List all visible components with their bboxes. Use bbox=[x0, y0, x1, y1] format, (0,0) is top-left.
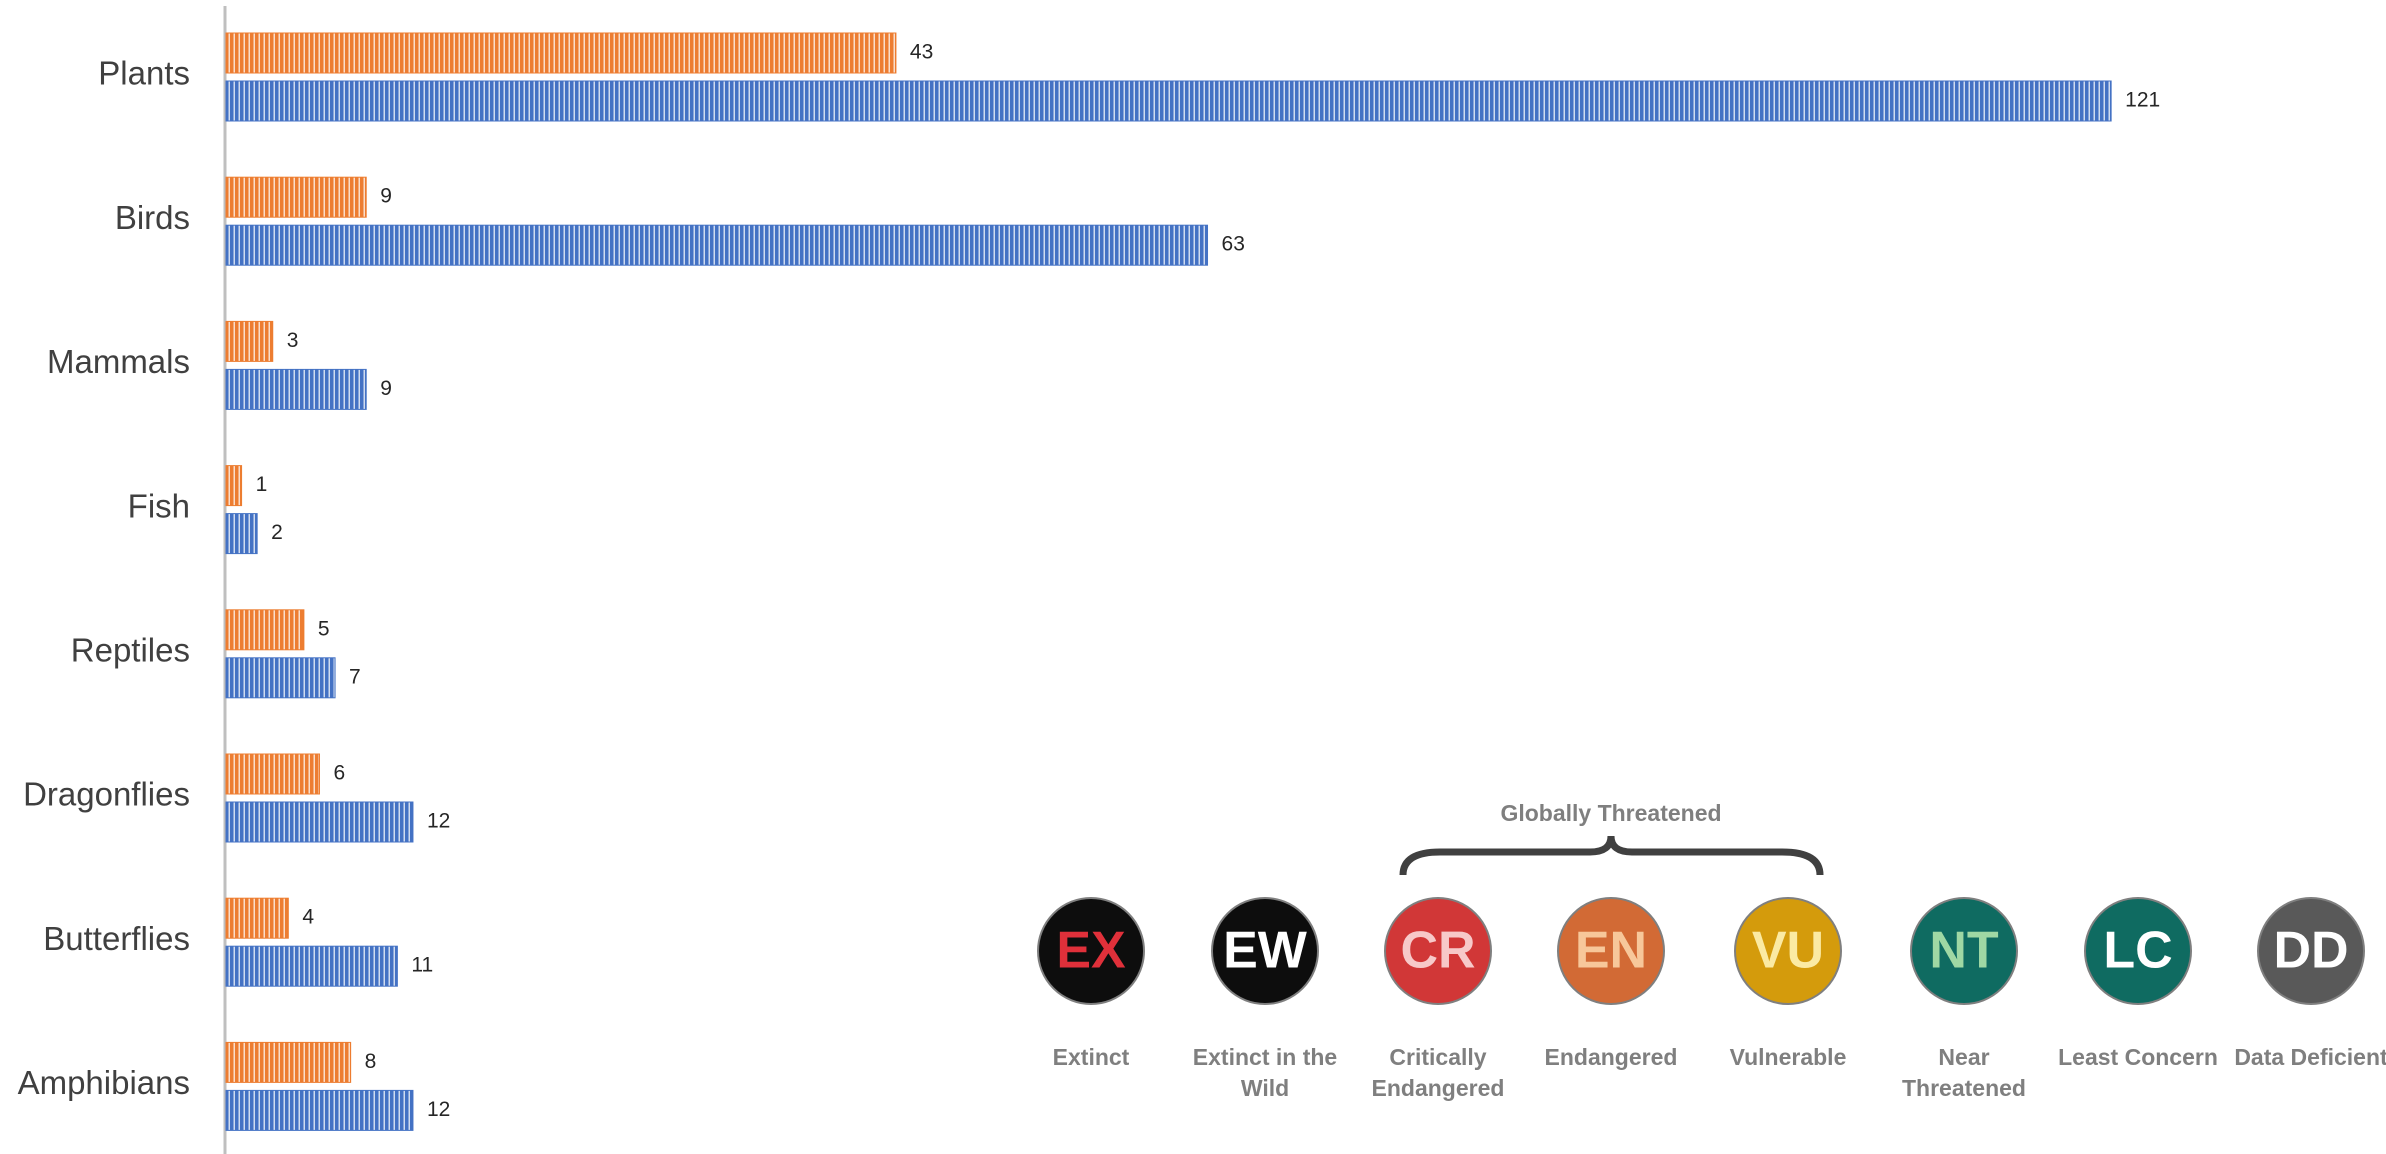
category-label: Birds bbox=[115, 199, 190, 236]
value-label: 3 bbox=[287, 329, 299, 352]
value-label: 9 bbox=[380, 377, 392, 400]
bar bbox=[226, 369, 366, 409]
value-label: 1 bbox=[256, 473, 268, 496]
status-label: Critically Endangered bbox=[1353, 1042, 1523, 1104]
status-code: EN bbox=[1575, 922, 1647, 980]
status-code: EW bbox=[1223, 922, 1308, 980]
page: Plants43121Birds963Mammals39Fish12Reptil… bbox=[0, 0, 2386, 1154]
bar bbox=[226, 898, 288, 938]
status-code: EX bbox=[1056, 922, 1126, 980]
category-label: Fish bbox=[128, 487, 190, 524]
bar bbox=[226, 754, 319, 794]
bar bbox=[226, 177, 366, 217]
value-label: 9 bbox=[380, 185, 392, 208]
category-label: Plants bbox=[98, 55, 190, 92]
bar bbox=[226, 466, 242, 506]
value-label: 4 bbox=[302, 906, 314, 929]
status-label: Near Threatened bbox=[1879, 1042, 2049, 1104]
status-label: Extinct in the Wild bbox=[1180, 1042, 1350, 1104]
bar bbox=[226, 610, 304, 650]
category-label: Butterflies bbox=[43, 920, 190, 957]
value-label: 63 bbox=[1222, 233, 1245, 256]
status-code: DD bbox=[2273, 922, 2348, 980]
bar bbox=[226, 658, 335, 698]
brace bbox=[1403, 836, 1820, 875]
value-label: 12 bbox=[427, 810, 450, 833]
value-label: 121 bbox=[2125, 89, 2160, 112]
bar bbox=[226, 225, 1208, 265]
status-label: Endangered bbox=[1526, 1042, 1696, 1073]
category-label: Dragonflies bbox=[23, 776, 190, 813]
value-label: 7 bbox=[349, 665, 361, 688]
value-label: 2 bbox=[271, 521, 283, 544]
status-code: VU bbox=[1752, 922, 1824, 980]
category-label: Mammals bbox=[47, 343, 190, 380]
status-code: NT bbox=[1929, 922, 1999, 980]
bar bbox=[226, 321, 273, 361]
value-label: 11 bbox=[411, 954, 433, 977]
bar bbox=[226, 1042, 351, 1082]
bar bbox=[226, 1090, 413, 1130]
value-label: 12 bbox=[427, 1098, 450, 1121]
value-label: 5 bbox=[318, 617, 330, 640]
category-label: Amphibians bbox=[18, 1064, 190, 1101]
chart: Plants43121Birds963Mammals39Fish12Reptil… bbox=[0, 0, 2386, 1154]
value-label: 43 bbox=[910, 41, 933, 64]
legend-title: Globally Threatened bbox=[1411, 800, 1811, 827]
bar bbox=[226, 33, 896, 73]
status-label: Vulnerable bbox=[1703, 1042, 1873, 1073]
bar bbox=[226, 514, 257, 554]
status-label: Extinct bbox=[1006, 1042, 1176, 1073]
category-label: Reptiles bbox=[71, 632, 190, 669]
bar bbox=[226, 946, 397, 986]
value-label: 6 bbox=[333, 762, 345, 785]
status-label: Data Deficient bbox=[2226, 1042, 2386, 1073]
status-code: CR bbox=[1400, 922, 1475, 980]
status-label: Least Concern bbox=[2053, 1042, 2223, 1073]
value-label: 8 bbox=[365, 1050, 377, 1073]
status-code: LC bbox=[2103, 922, 2172, 980]
bar bbox=[226, 81, 2111, 121]
bar bbox=[226, 802, 413, 842]
